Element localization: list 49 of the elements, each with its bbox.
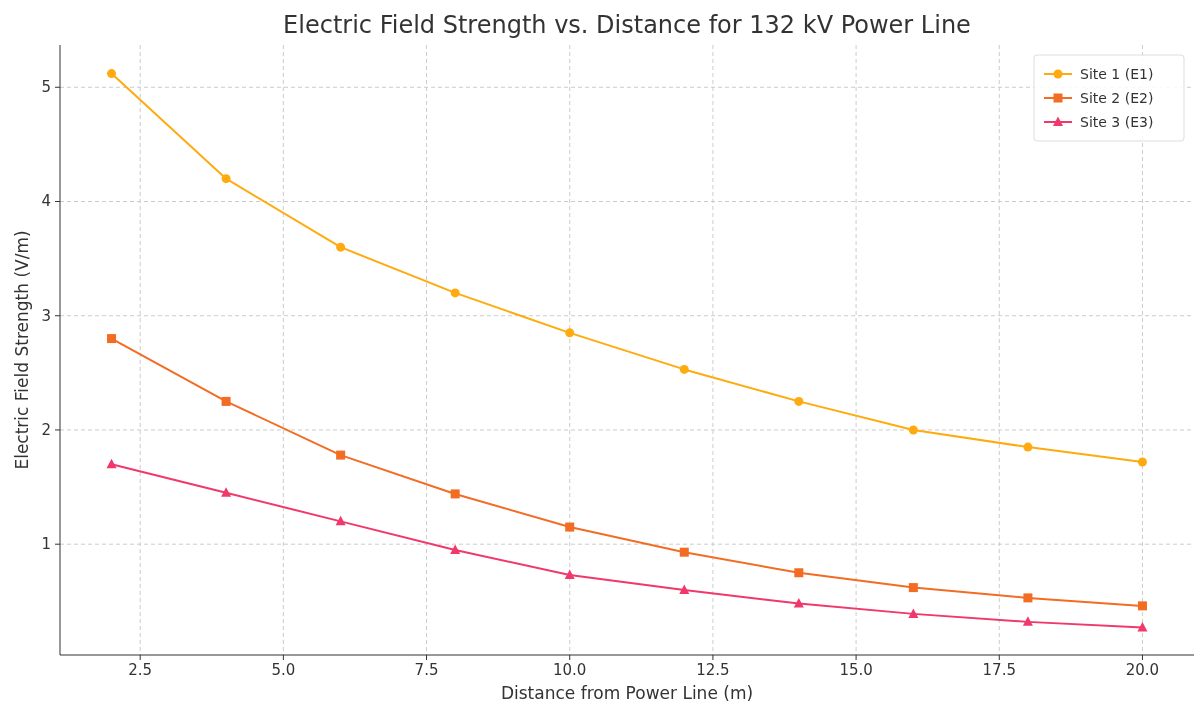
y-tick-label: 2 — [41, 420, 51, 439]
point — [564, 569, 575, 580]
x-tick-label: 10.0 — [553, 661, 587, 679]
point — [107, 69, 117, 79]
x-tick-label: 17.5 — [982, 661, 1016, 679]
point — [794, 568, 804, 578]
point — [221, 174, 231, 184]
point — [336, 242, 346, 252]
point — [1137, 601, 1147, 611]
x-tick-label: 7.5 — [414, 661, 439, 679]
y-tick-label: 4 — [41, 192, 51, 211]
point — [450, 489, 460, 499]
point — [565, 328, 575, 338]
legend-label: Site 1 (E1) — [1080, 66, 1154, 82]
point — [679, 547, 689, 557]
point — [336, 450, 346, 460]
point — [794, 396, 804, 406]
chart-title: Electric Field Strength vs. Distance for 132 kV Power Line — [283, 11, 971, 39]
point — [1022, 616, 1033, 626]
point — [221, 487, 232, 497]
point — [1023, 442, 1033, 452]
legend-label: Site 2 (E2) — [1080, 90, 1154, 106]
x-tick-label: 5.0 — [271, 661, 296, 679]
x-tick-label: 15.0 — [839, 661, 873, 679]
x-tick-label: 2.5 — [128, 661, 153, 679]
point — [107, 334, 117, 344]
y-axis-title: Electric Field Strength (V/m) — [12, 230, 32, 470]
legend-label: Site 3 (E3) — [1080, 114, 1154, 130]
x-tick-label: 20.0 — [1125, 661, 1160, 679]
point — [908, 608, 919, 618]
point — [450, 288, 460, 298]
y-tick-label: 1 — [41, 535, 51, 554]
point — [335, 515, 346, 526]
x-axis-title: Distance from Power Line (m) — [500, 683, 754, 703]
point — [679, 364, 689, 374]
point — [450, 544, 461, 554]
point — [908, 583, 918, 593]
point — [221, 396, 231, 406]
point — [1137, 622, 1148, 632]
y-tick-label: 5 — [41, 78, 51, 97]
point — [1023, 593, 1033, 603]
point — [1137, 457, 1147, 467]
point — [793, 598, 804, 608]
y-tick-label: 3 — [41, 306, 51, 325]
x-tick-label: 12.5 — [696, 661, 730, 679]
point — [679, 584, 690, 594]
point — [908, 425, 918, 435]
point — [106, 458, 117, 469]
point — [565, 522, 575, 532]
